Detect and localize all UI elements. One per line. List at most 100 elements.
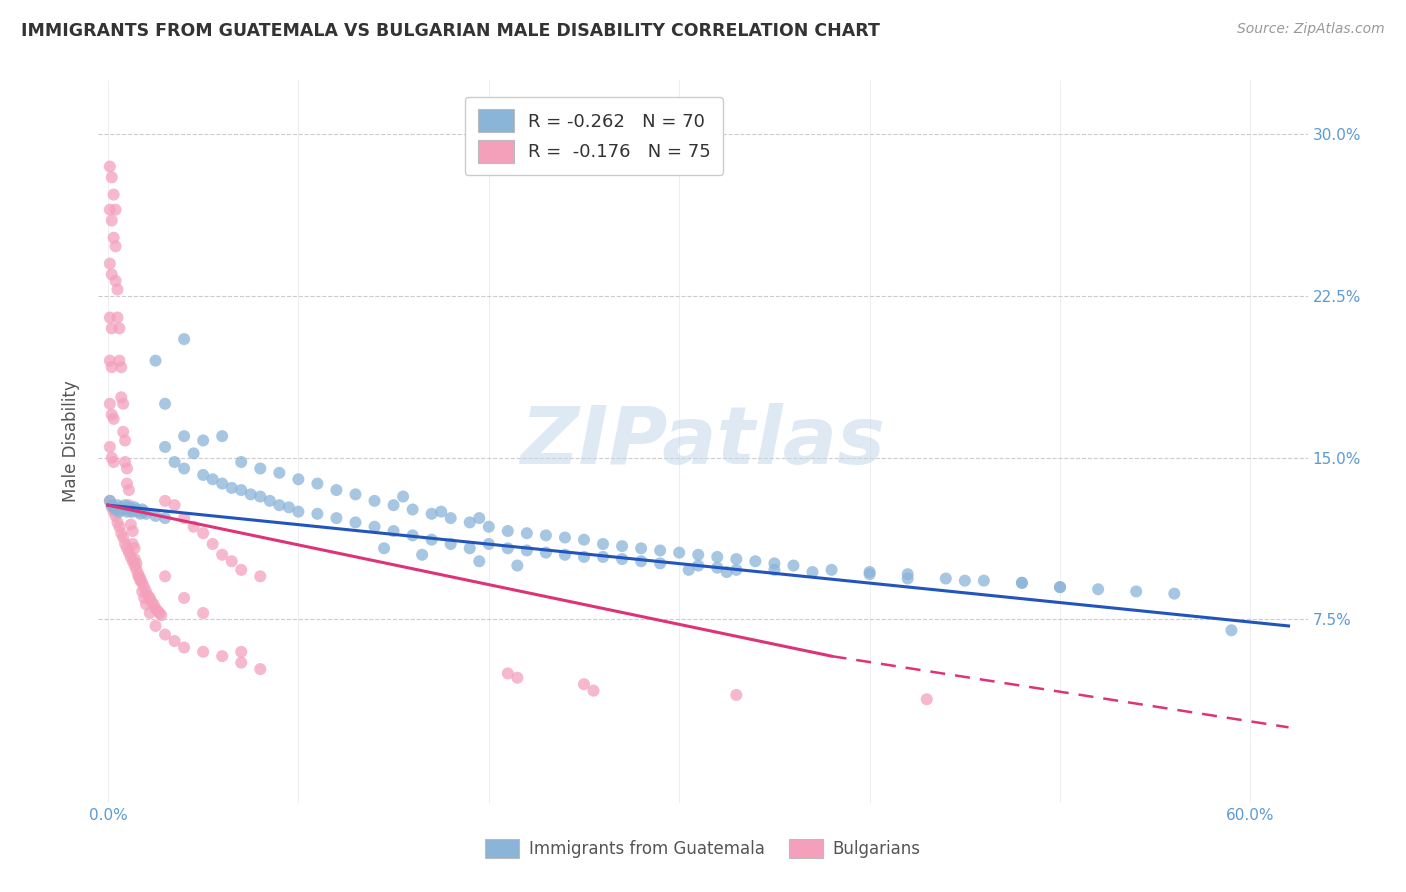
Point	[129, 574, 152, 588]
Point	[100, 498, 122, 512]
Point	[935, 572, 957, 586]
Point	[100, 360, 122, 375]
Point	[630, 554, 652, 568]
Point	[231, 563, 253, 577]
Point	[173, 332, 195, 346]
Point	[131, 502, 153, 516]
Point	[231, 455, 253, 469]
Point	[249, 461, 271, 475]
Legend: Immigrants from Guatemala, Bulgarians: Immigrants from Guatemala, Bulgarians	[477, 830, 929, 867]
Point	[121, 537, 143, 551]
Point	[897, 567, 920, 582]
Point	[103, 500, 125, 515]
Point	[325, 511, 347, 525]
Point	[118, 498, 141, 512]
Point	[114, 434, 136, 448]
Point	[211, 548, 233, 562]
Point	[401, 502, 423, 516]
Point	[173, 591, 195, 605]
Point	[201, 472, 224, 486]
Point	[725, 563, 748, 577]
Point	[307, 476, 329, 491]
Point	[139, 591, 162, 605]
Point	[221, 481, 243, 495]
Point	[114, 498, 136, 512]
Point	[763, 563, 786, 577]
Point	[124, 558, 146, 573]
Point	[108, 353, 131, 368]
Point	[124, 541, 146, 556]
Point	[103, 412, 125, 426]
Point	[153, 511, 176, 525]
Point	[1011, 575, 1033, 590]
Point	[103, 455, 125, 469]
Point	[134, 580, 156, 594]
Point	[103, 505, 125, 519]
Point	[706, 560, 728, 574]
Point	[610, 552, 633, 566]
Point	[98, 310, 121, 325]
Point	[392, 490, 415, 504]
Point	[496, 541, 519, 556]
Point	[121, 554, 143, 568]
Point	[231, 645, 253, 659]
Text: ZIPatlas: ZIPatlas	[520, 402, 886, 481]
Point	[98, 397, 121, 411]
Point	[592, 537, 614, 551]
Point	[231, 483, 253, 497]
Point	[516, 543, 538, 558]
Point	[973, 574, 995, 588]
Point	[859, 567, 882, 582]
Point	[120, 502, 142, 516]
Point	[678, 563, 700, 577]
Point	[478, 537, 501, 551]
Point	[191, 434, 214, 448]
Point	[142, 598, 165, 612]
Point	[118, 546, 141, 560]
Point	[373, 541, 395, 556]
Point	[420, 507, 443, 521]
Point	[458, 516, 481, 530]
Point	[211, 476, 233, 491]
Point	[1049, 580, 1071, 594]
Point	[478, 520, 501, 534]
Point	[496, 666, 519, 681]
Point	[420, 533, 443, 547]
Point	[98, 440, 121, 454]
Point	[120, 517, 142, 532]
Point	[134, 591, 156, 605]
Point	[249, 569, 271, 583]
Point	[163, 498, 186, 512]
Point	[287, 472, 309, 486]
Point	[107, 516, 129, 530]
Point	[725, 688, 748, 702]
Point	[440, 537, 463, 551]
Point	[191, 467, 214, 482]
Point	[98, 493, 121, 508]
Y-axis label: Male Disability: Male Disability	[62, 381, 80, 502]
Point	[363, 520, 385, 534]
Point	[1011, 575, 1033, 590]
Point	[173, 429, 195, 443]
Point	[120, 505, 142, 519]
Point	[572, 549, 595, 564]
Point	[145, 353, 167, 368]
Point	[121, 505, 143, 519]
Point	[953, 574, 976, 588]
Point	[145, 508, 167, 523]
Point	[554, 548, 576, 562]
Point	[688, 548, 710, 562]
Point	[98, 353, 121, 368]
Point	[430, 505, 453, 519]
Point	[127, 569, 149, 583]
Point	[1087, 582, 1109, 597]
Point	[534, 528, 557, 542]
Point	[127, 505, 149, 519]
Point	[688, 558, 710, 573]
Point	[221, 554, 243, 568]
Point	[129, 507, 152, 521]
Point	[135, 598, 157, 612]
Point	[249, 490, 271, 504]
Point	[153, 493, 176, 508]
Point	[249, 662, 271, 676]
